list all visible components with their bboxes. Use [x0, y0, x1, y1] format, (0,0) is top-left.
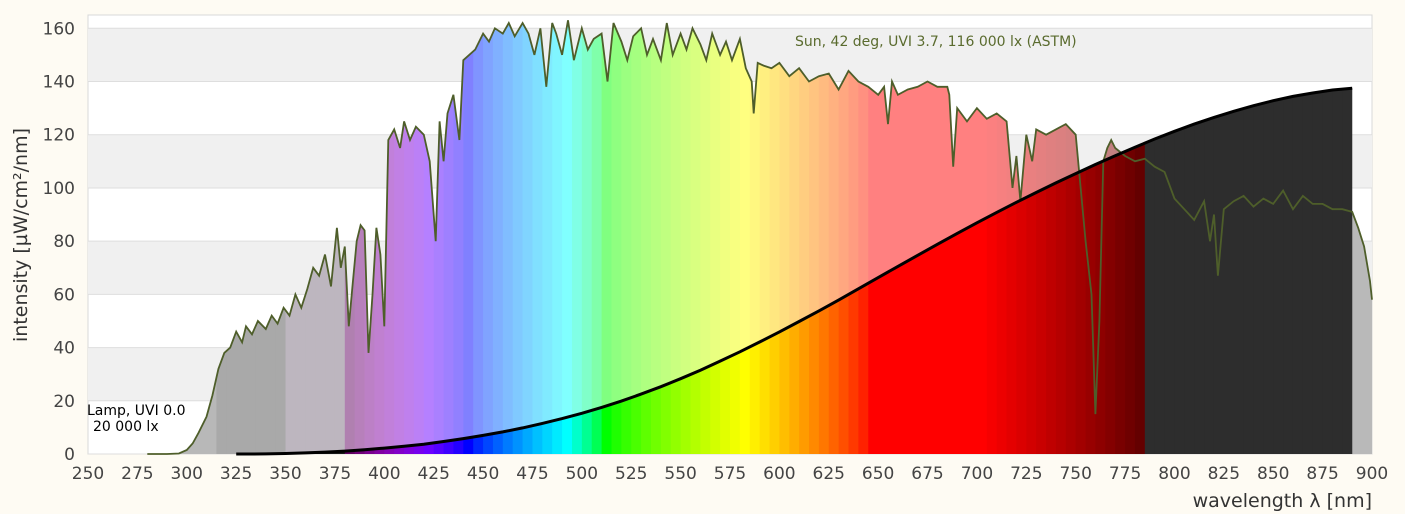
- x-tick-label: 350: [269, 464, 301, 484]
- x-tick-label: 825: [1208, 464, 1240, 484]
- sun-annotation: Sun, 42 deg, UVI 3.7, 116 000 lx (ASTM): [795, 34, 1077, 50]
- x-tick-label: 250: [72, 464, 104, 484]
- x-tick-label: 800: [1158, 464, 1190, 484]
- x-tick-label: 325: [220, 464, 252, 484]
- x-tick-label: 675: [911, 464, 943, 484]
- lamp-annotation-uvi: Lamp, UVI 0.0: [87, 403, 185, 419]
- x-tick-label: 850: [1257, 464, 1289, 484]
- series-line-lamp: [236, 86, 1353, 456]
- x-tick-label: 300: [171, 464, 203, 484]
- x-tick-label: 275: [121, 464, 153, 484]
- y-tick-label: 160: [43, 19, 75, 39]
- x-tick-label: 575: [714, 464, 746, 484]
- x-tick-label: 375: [319, 464, 351, 484]
- series-line-sun: [147, 20, 1373, 455]
- y-tick-label: 140: [43, 73, 75, 93]
- x-tick-label: 625: [813, 464, 845, 484]
- x-tick-label: 700: [961, 464, 993, 484]
- x-tick-label: 875: [1306, 464, 1338, 484]
- x-tick-label: 450: [467, 464, 499, 484]
- x-tick-label: 550: [664, 464, 696, 484]
- x-tick-label: 525: [615, 464, 647, 484]
- y-tick-label: 40: [53, 339, 75, 359]
- x-tick-label: 750: [1059, 464, 1091, 484]
- y-tick-label: 120: [43, 126, 75, 146]
- x-tick-label: 400: [368, 464, 400, 484]
- y-tick-label: 0: [64, 445, 75, 465]
- y-tick-label: 100: [43, 179, 75, 199]
- y-axis-ticks: 0 20 40 60 80 100 120 140 160: [43, 19, 75, 465]
- lamp-annotation-lux: 20 000 lx: [93, 419, 159, 435]
- x-tick-label: 725: [1010, 464, 1042, 484]
- y-tick-label: 60: [53, 285, 75, 305]
- x-tick-label: 600: [763, 464, 795, 484]
- x-tick-label: 475: [516, 464, 548, 484]
- x-axis-label: wavelength λ [nm]: [1193, 490, 1372, 512]
- x-tick-label: 775: [1109, 464, 1141, 484]
- y-tick-label: 20: [53, 392, 75, 412]
- y-tick-label: 80: [53, 232, 75, 252]
- x-tick-label: 900: [1356, 464, 1388, 484]
- y-axis-label: intensity [µW/cm²/nm]: [10, 128, 32, 342]
- x-tick-label: 500: [566, 464, 598, 484]
- x-tick-label: 425: [417, 464, 449, 484]
- x-axis-ticks: 250 275 300 325 350 375 400 425 450 475 500 525 550 5…: [72, 464, 1388, 484]
- x-tick-label: 650: [862, 464, 894, 484]
